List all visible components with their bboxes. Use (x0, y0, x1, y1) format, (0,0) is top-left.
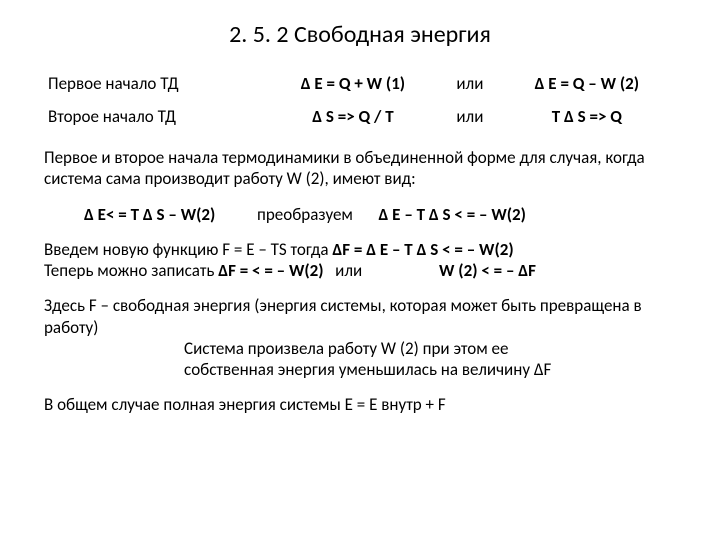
paragraph-1: Первое и второе начала термодинамики в о… (44, 147, 676, 190)
p3b-eq2: W (2) < = – ΔF (439, 260, 536, 281)
deriv-mid: преобразуем (257, 204, 353, 225)
p4-line1: Здесь F – свободная энергия (энергия сис… (44, 295, 642, 337)
slide-title: 2. 5. 2 Свободная энергия (44, 20, 676, 49)
law2-eq2: T Δ S => Q (498, 100, 676, 133)
p3a-bold: ΔF = Δ E – T Δ S < = – W(2) (332, 239, 513, 260)
deriv-left: Δ E< = T Δ S – W(2) (84, 204, 215, 225)
deriv-right: Δ E – T Δ S < = – W(2) (379, 204, 526, 225)
law2-eq1: Δ S => Q / T (264, 100, 442, 133)
paragraph-5: В общем случае полная энергия системы E … (44, 394, 676, 415)
paragraph-3: Введем новую функцию F = E – TS тогда ΔF… (44, 239, 676, 282)
p3b-mid: или (324, 260, 439, 281)
derivation-line: Δ E< = T Δ S – W(2) преобразуем Δ E – T … (44, 204, 676, 225)
law1-name: Первое начало ТД (44, 67, 264, 100)
table-row: Первое начало ТД Δ E = Q + W (1) или Δ E… (44, 67, 676, 100)
law2-name: Второе начало ТД (44, 100, 264, 133)
p4-indent2: собственная энергия уменьшилась на велич… (184, 359, 551, 380)
law1-or: или (442, 67, 498, 100)
p3b-before: Теперь можно записать (44, 260, 218, 281)
paragraph-4: Здесь F – свободная энергия (энергия сис… (44, 295, 676, 380)
law1-eq2: Δ E = Q – W (2) (498, 67, 676, 100)
law1-eq1: Δ E = Q + W (1) (264, 67, 442, 100)
p4-indent1: Система произвела работу W (2) при этом … (184, 338, 508, 359)
laws-table: Первое начало ТД Δ E = Q + W (1) или Δ E… (44, 67, 676, 133)
p3a-text: Введем новую функцию F = E – TS тогда (44, 239, 332, 260)
p3b-eq1: ΔF = < = – W(2) (218, 260, 323, 281)
table-row: Второе начало ТД Δ S => Q / T или T Δ S … (44, 100, 676, 133)
law2-or: или (442, 100, 498, 133)
